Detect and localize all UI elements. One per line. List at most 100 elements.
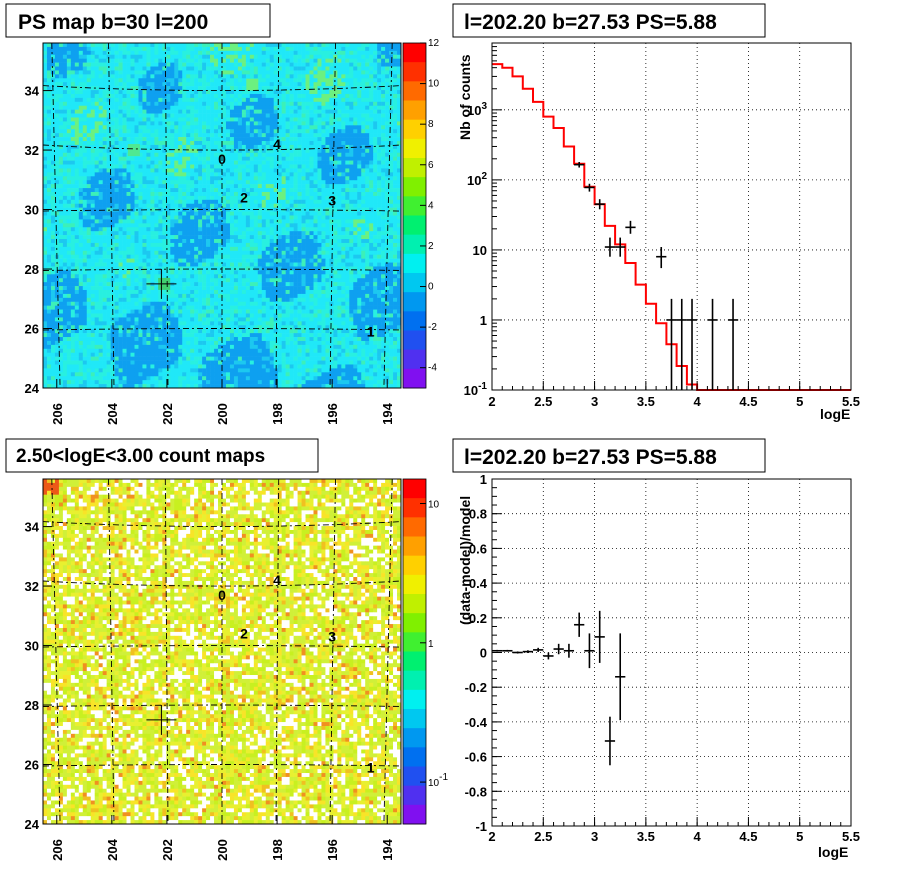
heatmap-cell bbox=[293, 148, 298, 154]
heatmap-cell bbox=[194, 199, 199, 205]
heatmap-cell bbox=[138, 250, 143, 255]
heatmap-cell bbox=[277, 133, 282, 138]
heatmap-cell bbox=[222, 50, 227, 56]
heatmap-cell bbox=[54, 227, 60, 232]
heatmap-cell bbox=[289, 227, 294, 232]
heatmap-cell bbox=[138, 254, 143, 259]
heatmap-cell bbox=[162, 109, 167, 114]
heatmap-cell bbox=[194, 207, 199, 212]
heatmap-cell bbox=[150, 74, 155, 79]
heatmap-cell bbox=[110, 43, 115, 48]
heatmap-cell bbox=[229, 207, 235, 212]
heatmap-cell bbox=[233, 105, 239, 110]
heatmap-cell bbox=[397, 239, 402, 244]
heatmap-cell bbox=[86, 242, 92, 248]
heatmap-cell bbox=[158, 254, 163, 259]
heatmap-cell bbox=[325, 46, 330, 52]
heatmap-cell bbox=[198, 211, 203, 216]
heatmap-cell bbox=[110, 172, 115, 177]
heatmap-cell bbox=[106, 203, 111, 208]
heatmap-cell bbox=[202, 180, 207, 185]
heatmap-cell bbox=[293, 93, 298, 99]
heatmap-cell bbox=[245, 144, 251, 150]
heatmap-cell bbox=[329, 242, 334, 248]
heatmap-cell bbox=[241, 113, 247, 118]
heatmap-cell bbox=[341, 188, 346, 193]
heatmap-cell bbox=[361, 164, 366, 169]
heatmap-cell bbox=[349, 62, 354, 67]
heatmap-cell bbox=[142, 239, 147, 244]
heatmap-cell bbox=[146, 239, 151, 244]
heatmap-cell bbox=[369, 184, 374, 189]
heatmap-cell bbox=[174, 191, 179, 197]
heatmap-cell bbox=[98, 74, 103, 79]
heatmap-cell bbox=[122, 258, 127, 263]
heatmap-cell bbox=[325, 199, 330, 205]
heatmap-cell bbox=[166, 184, 171, 189]
heatmap-cell bbox=[261, 164, 267, 169]
heatmap-cell bbox=[309, 62, 314, 67]
heatmap-cell bbox=[325, 62, 330, 67]
heatmap-cell bbox=[178, 215, 183, 220]
heatmap-cell bbox=[385, 188, 390, 193]
heatmap-cell bbox=[333, 254, 338, 259]
heatmap-cell bbox=[385, 215, 390, 220]
heatmap-cell bbox=[182, 121, 187, 126]
heatmap-cell bbox=[202, 199, 207, 205]
heatmap-cell bbox=[261, 227, 267, 232]
heatmap-cell bbox=[341, 62, 346, 67]
heatmap-cell bbox=[377, 62, 382, 67]
heatmap-cell bbox=[301, 74, 306, 79]
heatmap-cell bbox=[265, 86, 271, 91]
heatmap-cell bbox=[245, 74, 251, 79]
heatmap-cell bbox=[50, 117, 56, 122]
heatmap-cell bbox=[182, 168, 187, 173]
heatmap-cell bbox=[253, 133, 259, 138]
heatmap-cell bbox=[381, 164, 386, 169]
heatmap-cell bbox=[130, 113, 135, 118]
heatmap-cell bbox=[138, 86, 143, 91]
heatmap-cell bbox=[150, 203, 155, 208]
heatmap-cell bbox=[94, 90, 99, 95]
heatmap-cell bbox=[54, 101, 60, 107]
heatmap-cell bbox=[377, 46, 382, 52]
heatmap-cell bbox=[353, 188, 358, 193]
heatmap-cell bbox=[222, 152, 227, 157]
heatmap-cell bbox=[82, 242, 88, 248]
heatmap-cell bbox=[146, 258, 151, 263]
heatmap-cell bbox=[377, 215, 382, 220]
heatmap-cell bbox=[214, 137, 219, 142]
heatmap-cell bbox=[158, 148, 163, 154]
heatmap-cell bbox=[54, 117, 60, 122]
heatmap-cell bbox=[253, 70, 259, 75]
heatmap-cell bbox=[130, 199, 135, 205]
heatmap-cell bbox=[122, 254, 127, 259]
heatmap-cell bbox=[122, 90, 127, 95]
heatmap-cell bbox=[43, 90, 48, 95]
heatmap-cell bbox=[50, 184, 56, 189]
heatmap-cell bbox=[54, 250, 60, 255]
heatmap-cell bbox=[269, 121, 275, 126]
heatmap-cell bbox=[74, 93, 80, 99]
heatmap-cell bbox=[206, 160, 211, 165]
heatmap-cell bbox=[229, 195, 235, 201]
heatmap-cell bbox=[289, 188, 294, 193]
heatmap-cell bbox=[309, 180, 314, 185]
heatmap-cell bbox=[194, 160, 199, 165]
heatmap-cell bbox=[190, 152, 195, 157]
heatmap-cell bbox=[130, 164, 135, 169]
heatmap-cell bbox=[210, 219, 215, 224]
heatmap-cell bbox=[66, 93, 72, 99]
heatmap-cell bbox=[78, 184, 84, 189]
heatmap-cell bbox=[361, 160, 366, 165]
heatmap-cell bbox=[94, 93, 99, 99]
heatmap-cell bbox=[317, 184, 322, 189]
heatmap-cell bbox=[229, 43, 235, 48]
heatmap-cell bbox=[150, 254, 155, 259]
heatmap-cell bbox=[393, 223, 398, 228]
heatmap-cell bbox=[237, 250, 243, 255]
heatmap-cell bbox=[381, 113, 386, 118]
heatmap-cell bbox=[58, 97, 64, 103]
heatmap-cell bbox=[46, 129, 52, 134]
heatmap-cell bbox=[253, 43, 259, 48]
